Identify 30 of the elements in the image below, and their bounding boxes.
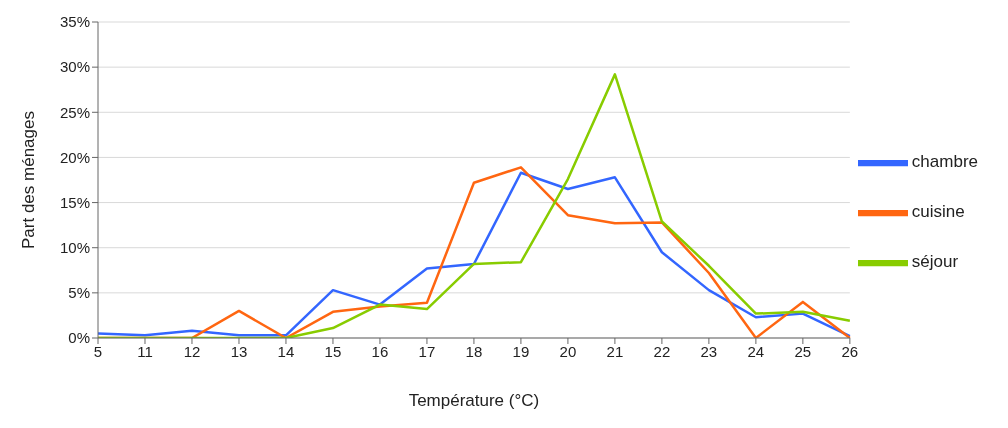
x-tick-label: 26 bbox=[841, 342, 859, 360]
y-tick-label: 15% bbox=[59, 193, 90, 211]
x-tick-label: 14 bbox=[277, 342, 295, 360]
x-tick-label: 22 bbox=[653, 342, 671, 360]
x-tick-label: 24 bbox=[747, 342, 765, 360]
x-tick-label: 13 bbox=[230, 342, 248, 360]
x-axis-title: Température (°C) bbox=[408, 391, 540, 410]
x-tick-label: 25 bbox=[794, 342, 812, 360]
x-tick-label: 20 bbox=[559, 342, 577, 360]
y-tick-label: 35% bbox=[59, 13, 90, 31]
y-tick-label: 0% bbox=[68, 329, 90, 347]
x-tick-label: 16 bbox=[371, 342, 389, 360]
x-tick-label: 12 bbox=[183, 342, 201, 360]
x-tick-label: 5 bbox=[93, 342, 103, 360]
x-tick-label: 18 bbox=[465, 342, 483, 360]
y-axis-title: Part des ménages bbox=[19, 111, 39, 249]
x-tick-label: 17 bbox=[418, 342, 436, 360]
x-tick-label: 15 bbox=[324, 342, 342, 360]
y-tick-label: 30% bbox=[59, 58, 90, 76]
legend-label: cuisine bbox=[911, 202, 965, 222]
x-tick-label: 11 bbox=[137, 342, 153, 360]
y-tick-label: 10% bbox=[59, 239, 90, 257]
x-tick-label: 21 bbox=[606, 342, 624, 360]
legend-label: chambre bbox=[911, 152, 978, 172]
y-tick-label: 20% bbox=[59, 148, 90, 166]
x-tick-label: 19 bbox=[512, 342, 530, 360]
legend-label: séjour bbox=[911, 252, 959, 272]
x-tick-label: 23 bbox=[700, 342, 718, 360]
y-tick-label: 5% bbox=[68, 284, 90, 302]
y-tick-label: 25% bbox=[59, 103, 90, 121]
